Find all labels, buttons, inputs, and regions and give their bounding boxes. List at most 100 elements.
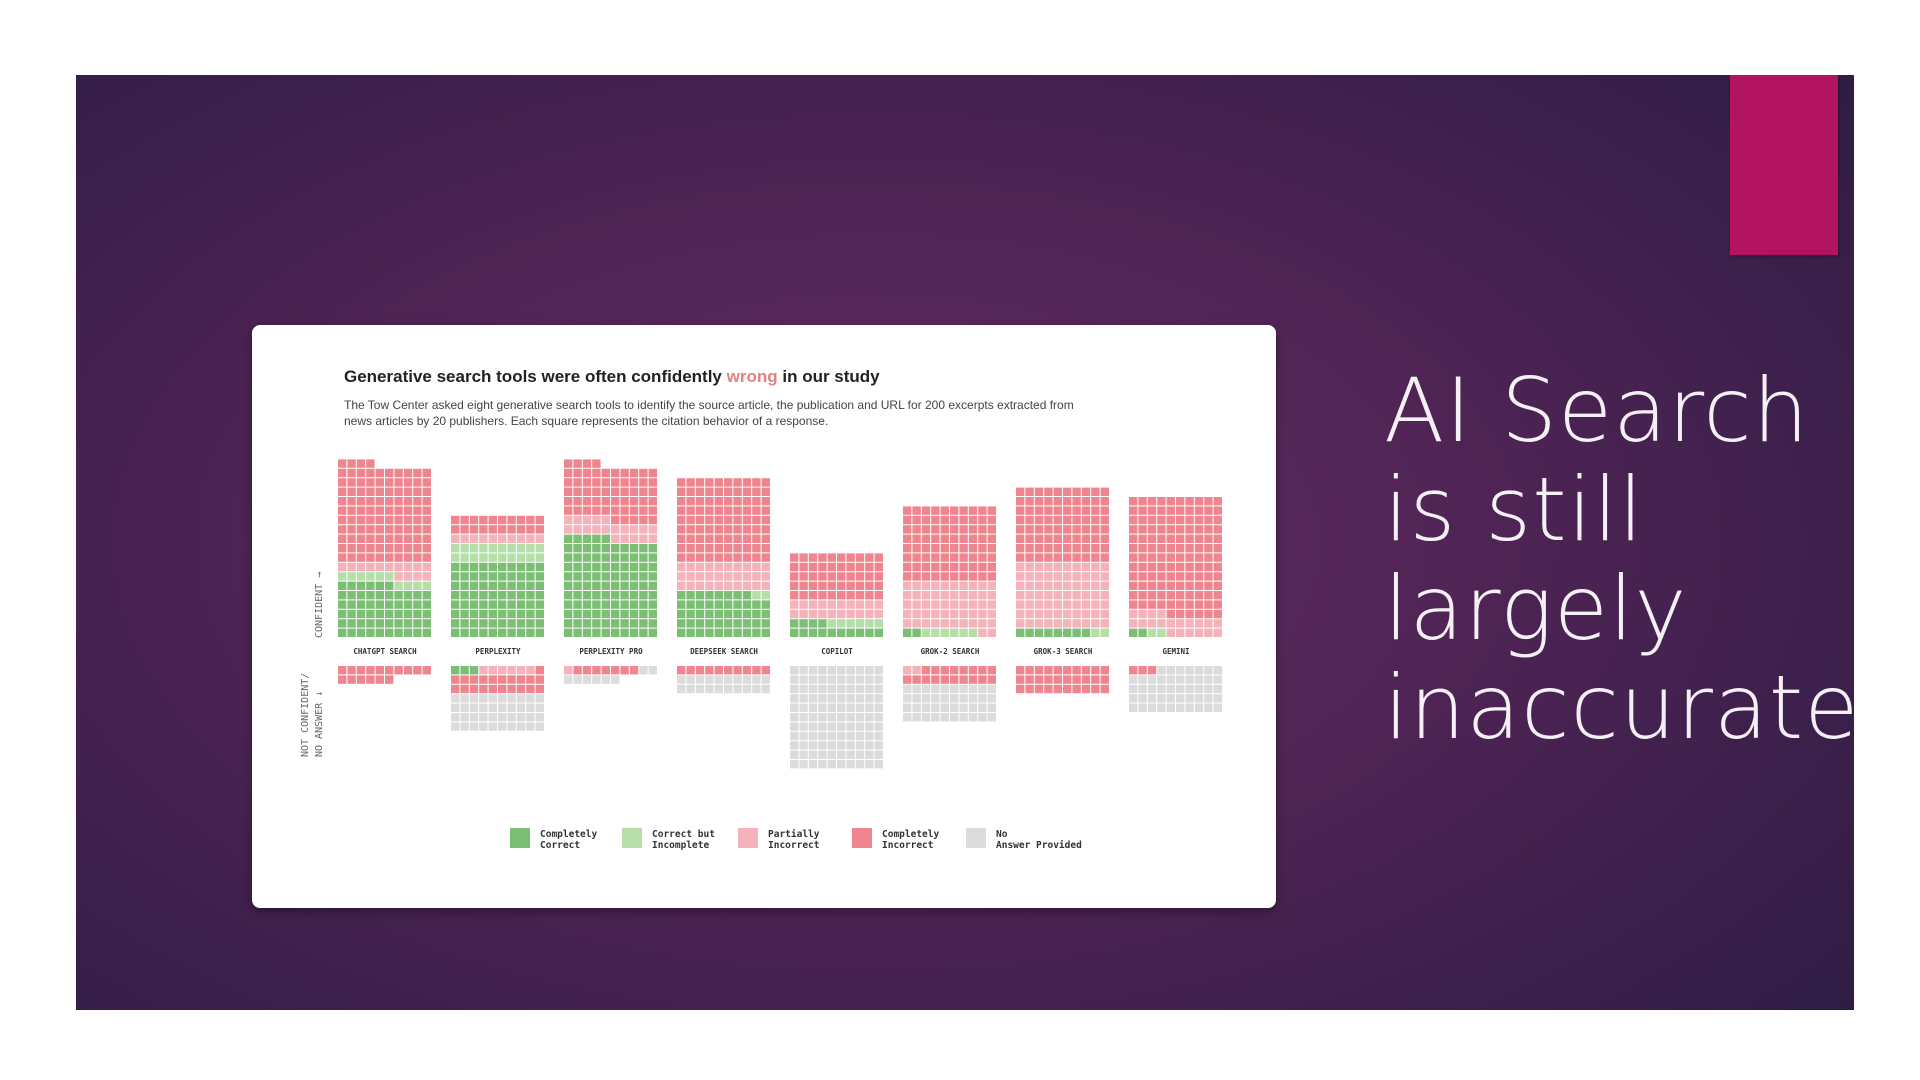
waffle-square-confident [846,553,855,562]
waffle-square-confident [347,609,356,619]
waffle-square-confident [827,591,836,600]
waffle-square-confident [1091,609,1100,619]
waffle-square-confident [903,628,912,637]
waffle-square-confident [629,600,639,609]
waffle-square-confident [1166,534,1175,543]
waffle-square-confident [987,619,996,628]
waffle-square-not-confident [1176,703,1185,712]
waffle-square-confident [677,544,686,553]
waffle-square-confident [488,581,497,590]
waffle-square-confident [912,572,921,581]
waffle-square-not-confident [865,675,874,684]
waffle-square-not-confident [978,703,987,712]
waffle-square-confident [752,478,761,487]
waffle-square-confident [940,544,949,553]
waffle-square-confident [724,506,733,515]
waffle-square-confident [1166,525,1175,534]
waffle-square-confident [1147,497,1157,506]
waffle-square-confident [903,534,912,543]
waffle-square-not-confident [1204,694,1213,703]
waffle-square-confident [1213,591,1222,600]
waffle-square-confident [1025,515,1034,525]
waffle-square-confident [516,572,526,581]
waffle-square-not-confident [874,750,883,759]
waffle-square-confident [347,581,356,590]
waffle-square-confident [940,562,949,572]
waffle-square-confident [620,553,629,562]
waffle-square-confident [978,534,987,543]
waffle-square-confident [912,534,921,543]
waffle-square-confident [677,562,686,572]
waffle-square-confident [1091,525,1100,534]
waffle-square-confident [451,628,460,637]
waffle-square-confident [733,609,742,619]
waffle-square-confident [451,525,460,534]
waffle-square-confident [1204,497,1213,506]
waffle-square-confident [799,628,808,637]
waffle-square-confident [818,581,827,590]
waffle-square-confident [394,628,403,637]
waffle-square-confident [1091,553,1100,562]
waffle-square-not-confident [460,675,469,684]
waffle-square-confident [940,515,949,525]
waffle-square-confident [950,591,959,600]
waffle-square-confident [959,506,968,515]
waffle-square-confident [1053,572,1062,581]
waffle-square-not-confident [1157,666,1166,675]
waffle-square-not-confident [921,684,931,694]
legend-label: Correct [540,840,580,851]
waffle-square-confident [611,478,620,487]
waffle-square-confident [422,478,431,487]
waffle-square-not-confident [987,694,996,703]
waffle-square-not-confident [855,750,865,759]
waffle-square-confident [1100,515,1109,525]
waffle-square-not-confident [526,684,535,694]
waffle-square-not-confident [837,713,846,722]
waffle-square-confident [752,497,761,506]
waffle-square-confident [629,619,639,628]
waffle-square-confident [1025,591,1034,600]
waffle-square-confident [742,497,752,506]
waffle-square-not-confident [818,675,827,684]
waffle-square-confident [375,468,384,478]
waffle-square-confident [1213,619,1222,628]
waffle-square-confident [1016,572,1025,581]
waffle-square-confident [968,506,978,515]
waffle-square-confident [639,487,648,496]
waffle-square-confident [950,628,959,637]
waffle-square-confident [724,628,733,637]
waffle-square-confident [488,525,497,534]
waffle-square-confident [752,572,761,581]
waffle-square-confident [366,619,375,628]
waffle-square-confident [1063,506,1072,515]
waffle-square-not-confident [451,722,460,731]
waffle-square-confident [366,478,375,487]
waffle-square-not-confident [1072,684,1081,694]
waffle-square-not-confident [874,731,883,741]
waffle-square-confident [1176,581,1185,590]
waffle-square-not-confident [855,703,865,712]
waffle-square-confident [865,591,874,600]
waffle-square-not-confident [921,703,931,712]
waffle-square-confident [790,600,799,609]
waffle-square-confident [648,487,657,496]
waffle-square-confident [648,534,657,543]
waffle-square-confident [498,628,507,637]
waffle-square-confident [1100,581,1109,590]
waffle-square-confident [1063,591,1072,600]
waffle-square-confident [1157,619,1166,628]
waffle-square-not-confident [921,675,931,684]
waffle-square-not-confident [479,694,488,703]
waffle-square-confident [385,600,394,609]
waffle-square-confident [564,487,573,496]
waffle-square-not-confident [488,684,497,694]
waffle-square-confident [564,525,573,534]
waffle-square-confident [1034,515,1044,525]
waffle-square-not-confident [950,703,959,712]
waffle-square-confident [752,544,761,553]
waffle-square-not-confident [375,666,384,675]
waffle-square-confident [366,506,375,515]
waffle-square-confident [903,553,912,562]
waffle-square-confident [855,600,865,609]
waffle-square-confident [394,506,403,515]
